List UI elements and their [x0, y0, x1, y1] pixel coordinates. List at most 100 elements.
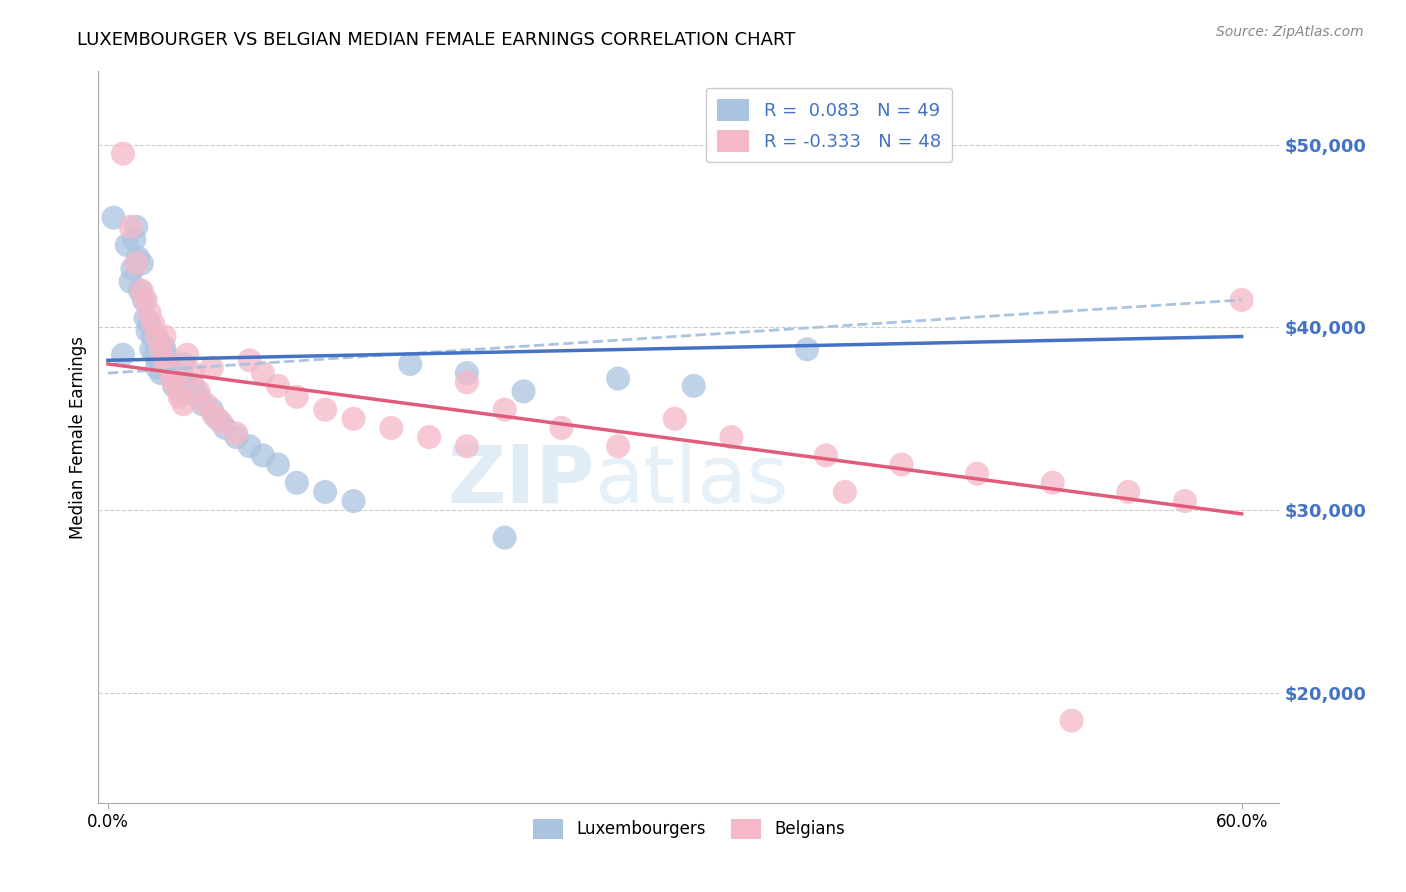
Point [814, 448, 837, 462]
Point [187, 384, 209, 399]
Point [160, 366, 183, 380]
Point [456, 439, 478, 453]
Point [214, 421, 236, 435]
Point [176, 348, 198, 362]
Point [456, 375, 478, 389]
Point [146, 329, 169, 343]
Y-axis label: Median Female Earnings: Median Female Earnings [69, 335, 87, 539]
Point [146, 360, 169, 375]
Point [399, 357, 422, 371]
Point [285, 475, 308, 490]
Point [252, 366, 274, 380]
Point [131, 284, 153, 298]
Point [342, 411, 364, 425]
Point [1230, 293, 1253, 307]
Point [380, 421, 402, 435]
Point [207, 411, 229, 425]
Point [120, 275, 142, 289]
Point [202, 408, 225, 422]
Point [314, 484, 336, 499]
Point [142, 317, 165, 331]
Point [285, 390, 308, 404]
Point [169, 384, 191, 399]
Point [129, 284, 152, 298]
Point [1042, 475, 1064, 490]
Point [153, 329, 176, 343]
Point [225, 430, 247, 444]
Point [456, 366, 478, 380]
Point [149, 366, 172, 380]
Text: atlas: atlas [595, 442, 789, 520]
Point [966, 467, 988, 481]
Point [607, 371, 630, 385]
Point [181, 366, 204, 380]
Point [153, 343, 176, 357]
Point [187, 390, 209, 404]
Point [209, 416, 232, 430]
Point [115, 238, 138, 252]
Point [125, 256, 148, 270]
Point [195, 397, 218, 411]
Point [512, 384, 534, 399]
Point [149, 343, 172, 357]
Point [418, 430, 440, 444]
Point [550, 421, 572, 435]
Point [201, 402, 224, 417]
Point [172, 397, 194, 411]
Point [152, 338, 174, 352]
Point [125, 219, 148, 234]
Legend: Luxembourgers, Belgians: Luxembourgers, Belgians [526, 812, 852, 846]
Point [176, 375, 198, 389]
Point [796, 343, 818, 357]
Point [682, 379, 704, 393]
Point [135, 293, 157, 307]
Point [1174, 494, 1197, 508]
Point [225, 426, 247, 441]
Point [166, 371, 188, 385]
Point [121, 261, 143, 276]
Point [120, 219, 142, 234]
Point [239, 353, 262, 368]
Point [342, 494, 364, 508]
Point [172, 357, 194, 371]
Point [163, 379, 186, 393]
Point [143, 348, 166, 362]
Point [138, 317, 160, 331]
Text: Source: ZipAtlas.com: Source: ZipAtlas.com [1216, 25, 1364, 39]
Point [153, 353, 176, 368]
Point [1116, 484, 1139, 499]
Point [890, 458, 912, 472]
Point [142, 329, 165, 343]
Point [607, 439, 630, 453]
Point [131, 256, 153, 270]
Point [267, 458, 290, 472]
Point [111, 146, 134, 161]
Point [111, 348, 134, 362]
Point [314, 402, 336, 417]
Point [135, 311, 157, 326]
Point [494, 531, 516, 545]
Point [169, 390, 191, 404]
Point [165, 379, 187, 393]
Point [664, 411, 686, 425]
Point [181, 379, 204, 393]
Point [191, 397, 214, 411]
Point [494, 402, 516, 417]
Point [103, 211, 125, 225]
Point [157, 353, 180, 368]
Point [141, 343, 163, 357]
Point [160, 371, 183, 385]
Point [239, 439, 262, 453]
Point [834, 484, 856, 499]
Point [136, 324, 159, 338]
Point [148, 353, 170, 368]
Point [138, 306, 160, 320]
Point [127, 251, 149, 265]
Point [157, 360, 180, 375]
Point [252, 448, 274, 462]
Point [201, 360, 224, 375]
Point [720, 430, 742, 444]
Point [267, 379, 290, 393]
Text: ZIP: ZIP [447, 442, 595, 520]
Point [124, 233, 146, 247]
